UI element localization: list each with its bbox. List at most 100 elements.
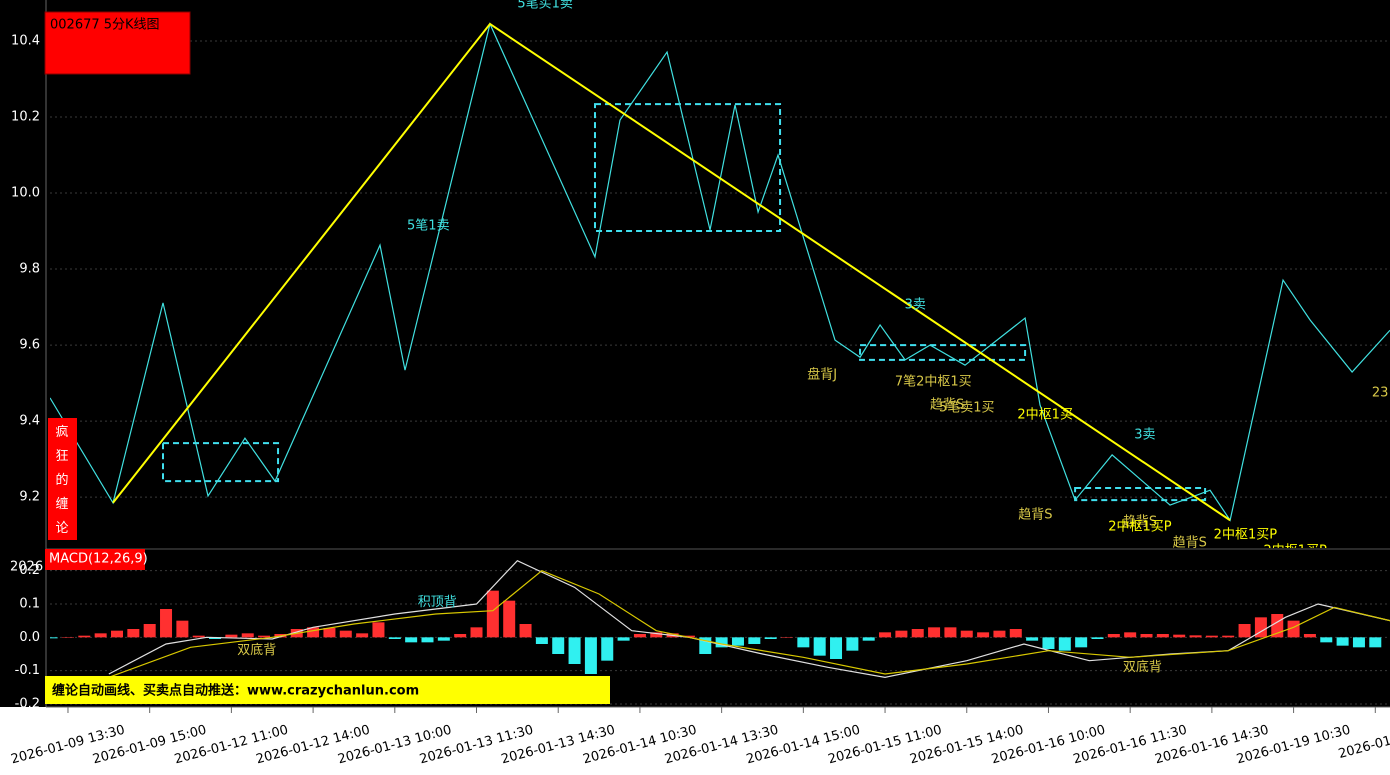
y-tick-label: -0.2	[15, 697, 40, 712]
macd-bar	[111, 630, 123, 638]
macd-bar	[1369, 637, 1382, 648]
title: 002677 5分K线图	[50, 18, 160, 33]
macd-bar	[1173, 634, 1186, 638]
macd-bar	[127, 629, 140, 638]
macd-bar	[928, 627, 941, 638]
y-tick-label: 10.0	[11, 186, 40, 201]
macd-bar	[879, 632, 892, 638]
macd-bar	[781, 637, 793, 638]
macd-bar	[405, 637, 418, 643]
macd-bar	[895, 630, 908, 638]
macd-bar	[1042, 637, 1055, 649]
macd-bar	[650, 632, 663, 638]
macd-bar	[797, 637, 810, 648]
macd-bar	[1222, 635, 1235, 638]
pivot-box	[593, 103, 782, 233]
macd-bar	[503, 600, 516, 638]
macd-bar	[764, 637, 777, 639]
macd-bar	[61, 637, 74, 638]
annotation: 3卖	[1134, 428, 1155, 443]
annotation: 双底背	[1123, 659, 1162, 675]
macd-bar	[1075, 637, 1088, 648]
title-box	[44, 11, 191, 75]
banner-box	[45, 676, 610, 704]
y-tick-label: 10.4	[11, 34, 40, 49]
macd-bar	[372, 622, 385, 638]
macd-bar	[519, 624, 532, 638]
stroke-line	[50, 22, 1390, 522]
annotation: 3卖	[905, 298, 926, 313]
macd-bar	[209, 637, 222, 639]
macd-bar	[160, 609, 173, 638]
macd-bar	[944, 627, 957, 638]
macd-bar	[323, 628, 336, 638]
side-label: 疯狂的缠论	[55, 424, 68, 536]
annotation: 2中枢1买	[1017, 407, 1073, 422]
annotation: 2中枢1买P	[1214, 528, 1278, 543]
macd-bar	[1303, 634, 1316, 638]
macd-bar	[1091, 637, 1104, 639]
annotation: 2中枢1买P	[1108, 520, 1172, 535]
annotation: 5笔买1卖	[517, 0, 573, 12]
macd-bar	[1254, 617, 1267, 638]
macd-bar	[1026, 637, 1039, 641]
macd-bar	[78, 635, 91, 638]
macd-bar	[1205, 635, 1218, 638]
macd-label-box	[45, 549, 145, 570]
macd-bar	[830, 637, 843, 659]
macd-bar	[486, 590, 499, 638]
annotation: 盘背J	[807, 367, 837, 383]
y-tick-label: -0.1	[15, 663, 40, 678]
macd-bar	[568, 637, 581, 664]
macd-bar	[421, 637, 434, 643]
macd-bar	[339, 630, 352, 638]
y-tick-label: 9.8	[19, 262, 40, 277]
side-label-box	[48, 418, 77, 540]
macd-bar	[1156, 634, 1169, 638]
macd-label: MACD(12,26,9)	[49, 552, 148, 567]
macd-bar	[307, 627, 320, 638]
annotation: 趋背S	[1123, 515, 1157, 530]
clipped-label: 2026	[10, 560, 43, 575]
macd-bar	[1336, 637, 1349, 646]
axis-background	[0, 707, 1390, 775]
macd-bar	[813, 637, 826, 656]
macd-bar	[143, 624, 156, 638]
annotation: 趋背S	[1018, 507, 1052, 522]
macd-bar	[1140, 634, 1153, 638]
pivot-box	[1074, 486, 1207, 502]
macd-bar	[1124, 632, 1137, 638]
macd-bar	[1287, 620, 1300, 638]
macd-bar	[1352, 637, 1365, 648]
macd-bar	[862, 637, 875, 641]
annotation: 趋背S	[1173, 536, 1207, 551]
y-tick-label: 9.6	[19, 338, 40, 353]
macd-bar	[437, 637, 450, 641]
macd-bar	[388, 637, 401, 639]
macd-bar	[94, 633, 107, 638]
macd-bar	[535, 637, 548, 644]
macd-bar	[584, 637, 597, 674]
macd-bar	[748, 637, 761, 644]
macd-bar	[1058, 637, 1071, 651]
macd-bar	[258, 635, 271, 638]
annotation: 双底背	[237, 642, 276, 658]
macd-bar	[1320, 637, 1333, 643]
y-tick-label: 0.0	[19, 630, 40, 645]
macd-bar	[601, 637, 614, 661]
macd-bar	[960, 630, 973, 638]
macd-bar	[731, 637, 744, 646]
annotation: 23	[1372, 385, 1389, 400]
annotation: 积顶背	[418, 595, 457, 610]
macd-bar	[176, 620, 189, 638]
macd-bar	[454, 634, 467, 638]
macd-bar	[356, 633, 369, 638]
macd-bar	[1189, 635, 1202, 638]
macd-bar	[682, 635, 695, 638]
macd-bar	[911, 629, 924, 638]
y-tick-label: 9.4	[19, 414, 40, 429]
